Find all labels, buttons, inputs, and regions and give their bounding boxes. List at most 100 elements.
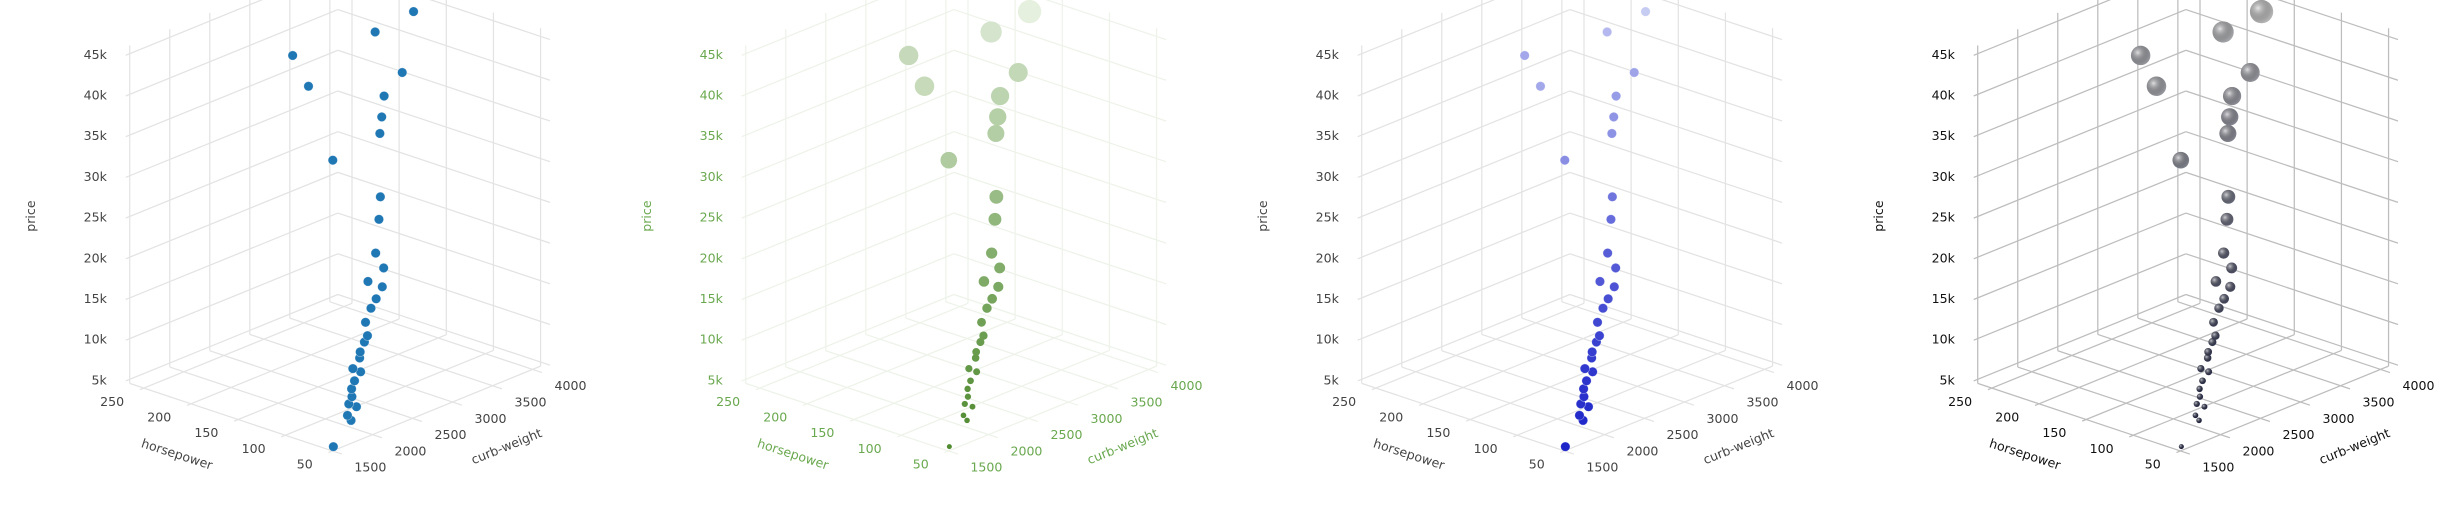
data-point	[408, 6, 419, 17]
data-point	[960, 412, 967, 419]
data-point	[1606, 128, 1617, 139]
grid-line	[1357, 293, 1571, 382]
data-point-highlight	[2130, 45, 2151, 66]
grid-line	[953, 8, 1167, 81]
data-point	[994, 262, 1006, 274]
z-tick-label: 45k	[84, 47, 108, 62]
grid-line	[2185, 131, 2399, 203]
y-tick-label: 1500	[2202, 460, 2234, 475]
grid-line	[125, 171, 339, 260]
data-point	[1609, 281, 1620, 292]
grid-line	[1973, 8, 2187, 97]
data-point	[362, 276, 373, 287]
grid-line	[337, 8, 551, 81]
z-tick-label: 25k	[700, 210, 724, 225]
data-point	[976, 338, 985, 347]
y-tick-label: 3500	[1747, 394, 1779, 409]
grid-line	[1357, 90, 1571, 178]
x-tick-label: 100	[858, 441, 882, 456]
x-tick-label: 250	[1948, 394, 1972, 409]
grid-line	[1441, 350, 1655, 423]
data-point	[964, 417, 970, 424]
grid-line	[1401, 366, 1615, 439]
x-tick-label: 200	[147, 410, 171, 425]
grid-line	[741, 0, 880, 56]
data-point	[1560, 441, 1571, 452]
grid-line	[2185, 253, 2399, 326]
data-point	[370, 26, 381, 37]
grid-line	[337, 90, 551, 163]
grid-line	[944, 365, 1157, 454]
grid-line	[1357, 49, 1571, 138]
y-tick-label: 2500	[1050, 427, 1082, 442]
x-axis-title: horsepower	[140, 435, 216, 472]
z-axis-title: price	[1871, 200, 1886, 232]
chart: 50 100 150 200 250 1500 2000 2500 3000 3500 4000 5k…	[1871, 0, 2435, 475]
grid-line	[741, 49, 955, 138]
grid-line	[905, 317, 1119, 390]
grid-line	[1371, 302, 1585, 391]
x-tick-label: 100	[1474, 441, 1498, 456]
data-point	[362, 330, 373, 341]
grid-line	[741, 90, 955, 178]
z-tick-label: 20k	[84, 250, 108, 265]
y-tick-label: 2000	[1626, 443, 1658, 458]
grid-line	[1973, 49, 2187, 138]
data-point	[373, 214, 384, 225]
z-tick-label: 35k	[1932, 128, 1956, 143]
y-tick-label: 3500	[1131, 394, 1163, 409]
data-point-highlight	[2240, 62, 2260, 82]
data-point	[1602, 248, 1613, 259]
grid-line	[849, 334, 1063, 422]
data-point	[1602, 26, 1613, 37]
data-point	[1611, 91, 1622, 102]
data-point-highlight	[2226, 262, 2238, 274]
grid-line	[1569, 212, 1783, 285]
y-tick-label: 3500	[2363, 394, 2395, 409]
z-tick-label: 15k	[700, 291, 724, 306]
data-point	[1607, 191, 1618, 202]
grid-line	[745, 382, 959, 455]
z-tick-label: 40k	[84, 87, 108, 102]
grid-line	[2177, 301, 2391, 374]
x-tick-label: 200	[1995, 410, 2019, 425]
x-tick-label: 150	[810, 425, 834, 440]
grid-line	[2129, 349, 2342, 438]
x-axis-title: horsepower	[1372, 435, 1448, 472]
grid-line	[741, 212, 955, 301]
x-tick-label: 150	[2042, 425, 2066, 440]
grid-line	[2057, 350, 2271, 423]
x-tick-label: 100	[242, 441, 266, 456]
data-point	[377, 281, 388, 292]
grid-line	[125, 90, 339, 178]
grid-line	[1569, 49, 1783, 122]
data-point	[988, 212, 1002, 226]
y-tick-label: 3000	[2323, 411, 2355, 426]
data-point	[1587, 346, 1598, 357]
data-point	[987, 293, 998, 304]
y-axis-title: curb-weight	[469, 425, 544, 467]
data-point	[964, 393, 972, 400]
grid-line	[1973, 0, 2112, 56]
y-axis-title: curb-weight	[1701, 425, 1776, 467]
x-tick-label: 250	[1332, 394, 1356, 409]
grid-line	[328, 365, 541, 454]
grid-line	[1661, 0, 1783, 41]
grid-line	[755, 302, 969, 391]
grid-line	[125, 212, 339, 301]
z-tick-label: 25k	[1932, 210, 1956, 225]
x-tick-label: 50	[2145, 457, 2161, 472]
data-point	[355, 346, 366, 357]
grid-line	[337, 131, 551, 203]
data-point	[379, 91, 390, 102]
data-point	[375, 191, 386, 202]
data-point	[1629, 67, 1640, 78]
y-tick-label: 1500	[1586, 460, 1618, 475]
z-axis-title: price	[639, 200, 654, 232]
z-tick-label: 25k	[1316, 210, 1340, 225]
grid-line	[802, 318, 1016, 407]
data-point	[1608, 111, 1619, 122]
grid-line	[429, 0, 551, 41]
data-point	[376, 111, 387, 122]
